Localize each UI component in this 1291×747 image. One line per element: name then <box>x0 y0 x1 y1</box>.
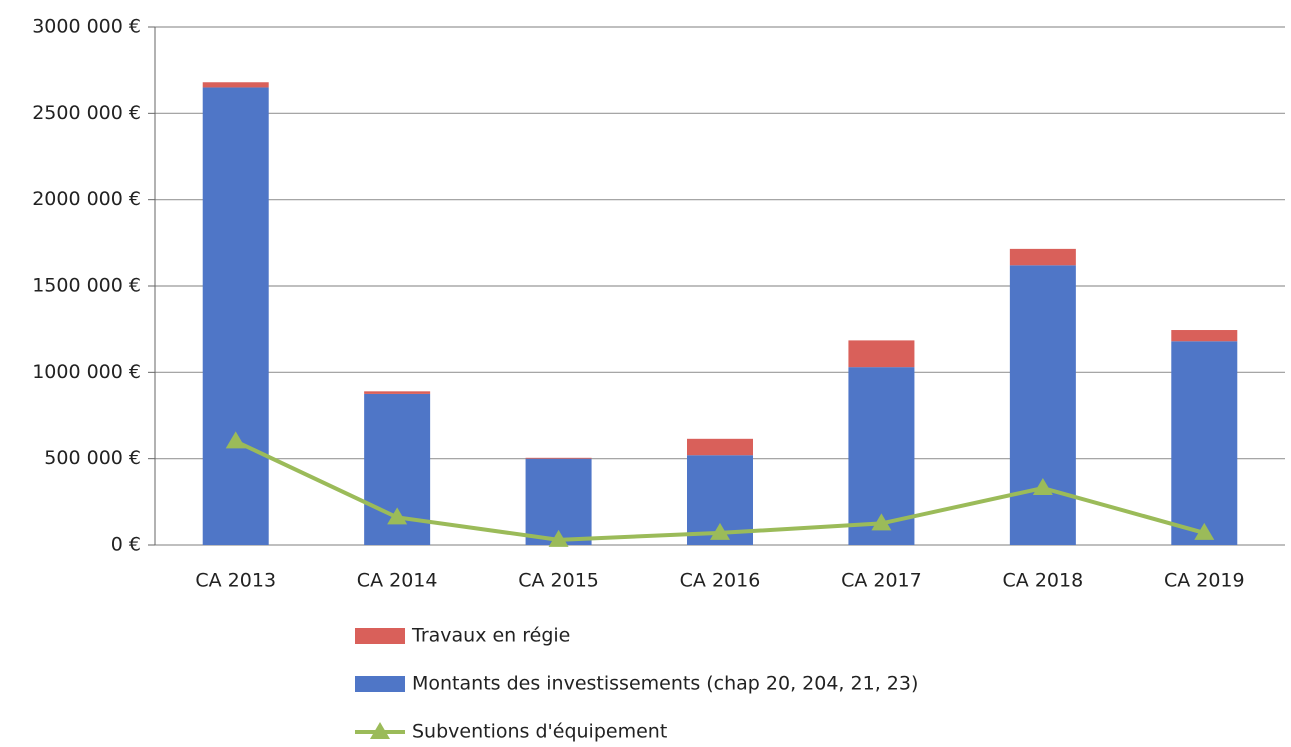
y-tick-label: 2500 000 € <box>32 102 141 124</box>
bar-segment <box>848 340 915 368</box>
bar-segment <box>525 457 592 459</box>
legend-marker <box>370 722 390 739</box>
x-tick-label: CA 2014 <box>357 570 438 592</box>
x-tick-label: CA 2017 <box>841 570 922 592</box>
legend-label: Travaux en régie <box>411 625 570 647</box>
bar-segment <box>1009 265 1076 545</box>
line-marker <box>710 522 730 540</box>
line-marker <box>1032 478 1053 496</box>
bar-segment <box>364 391 431 394</box>
line-marker <box>548 529 569 547</box>
y-tick-label: 1500 000 € <box>32 275 141 297</box>
x-tick-label: CA 2018 <box>1003 570 1084 592</box>
y-tick-label: 500 000 € <box>44 447 141 469</box>
bar-segment <box>1171 341 1238 545</box>
x-tick-label: CA 2015 <box>518 570 599 592</box>
y-tick-label: 3000 000 € <box>32 16 141 38</box>
bar-segment <box>202 82 269 88</box>
bar-segment <box>687 438 753 456</box>
legend-swatch <box>355 628 405 644</box>
y-tick-label: 0 € <box>111 534 141 556</box>
x-tick-label: CA 2019 <box>1164 570 1245 592</box>
x-tick-label: CA 2016 <box>680 570 761 592</box>
line-marker <box>871 513 892 531</box>
y-tick-label: 2000 000 € <box>32 188 141 210</box>
bar-segment <box>1171 330 1238 342</box>
legend-swatch <box>355 676 405 692</box>
bar-segment <box>1009 248 1076 266</box>
y-tick-label: 1000 000 € <box>32 361 141 383</box>
legend-label: Subventions d'équipement <box>412 721 667 743</box>
legend-label: Montants des investissements (chap 20, 2… <box>412 673 918 695</box>
x-tick-label: CA 2013 <box>195 570 276 592</box>
line-marker <box>387 507 408 525</box>
bar-segment <box>202 87 269 545</box>
line-marker <box>225 431 246 449</box>
line-marker <box>1194 522 1215 540</box>
